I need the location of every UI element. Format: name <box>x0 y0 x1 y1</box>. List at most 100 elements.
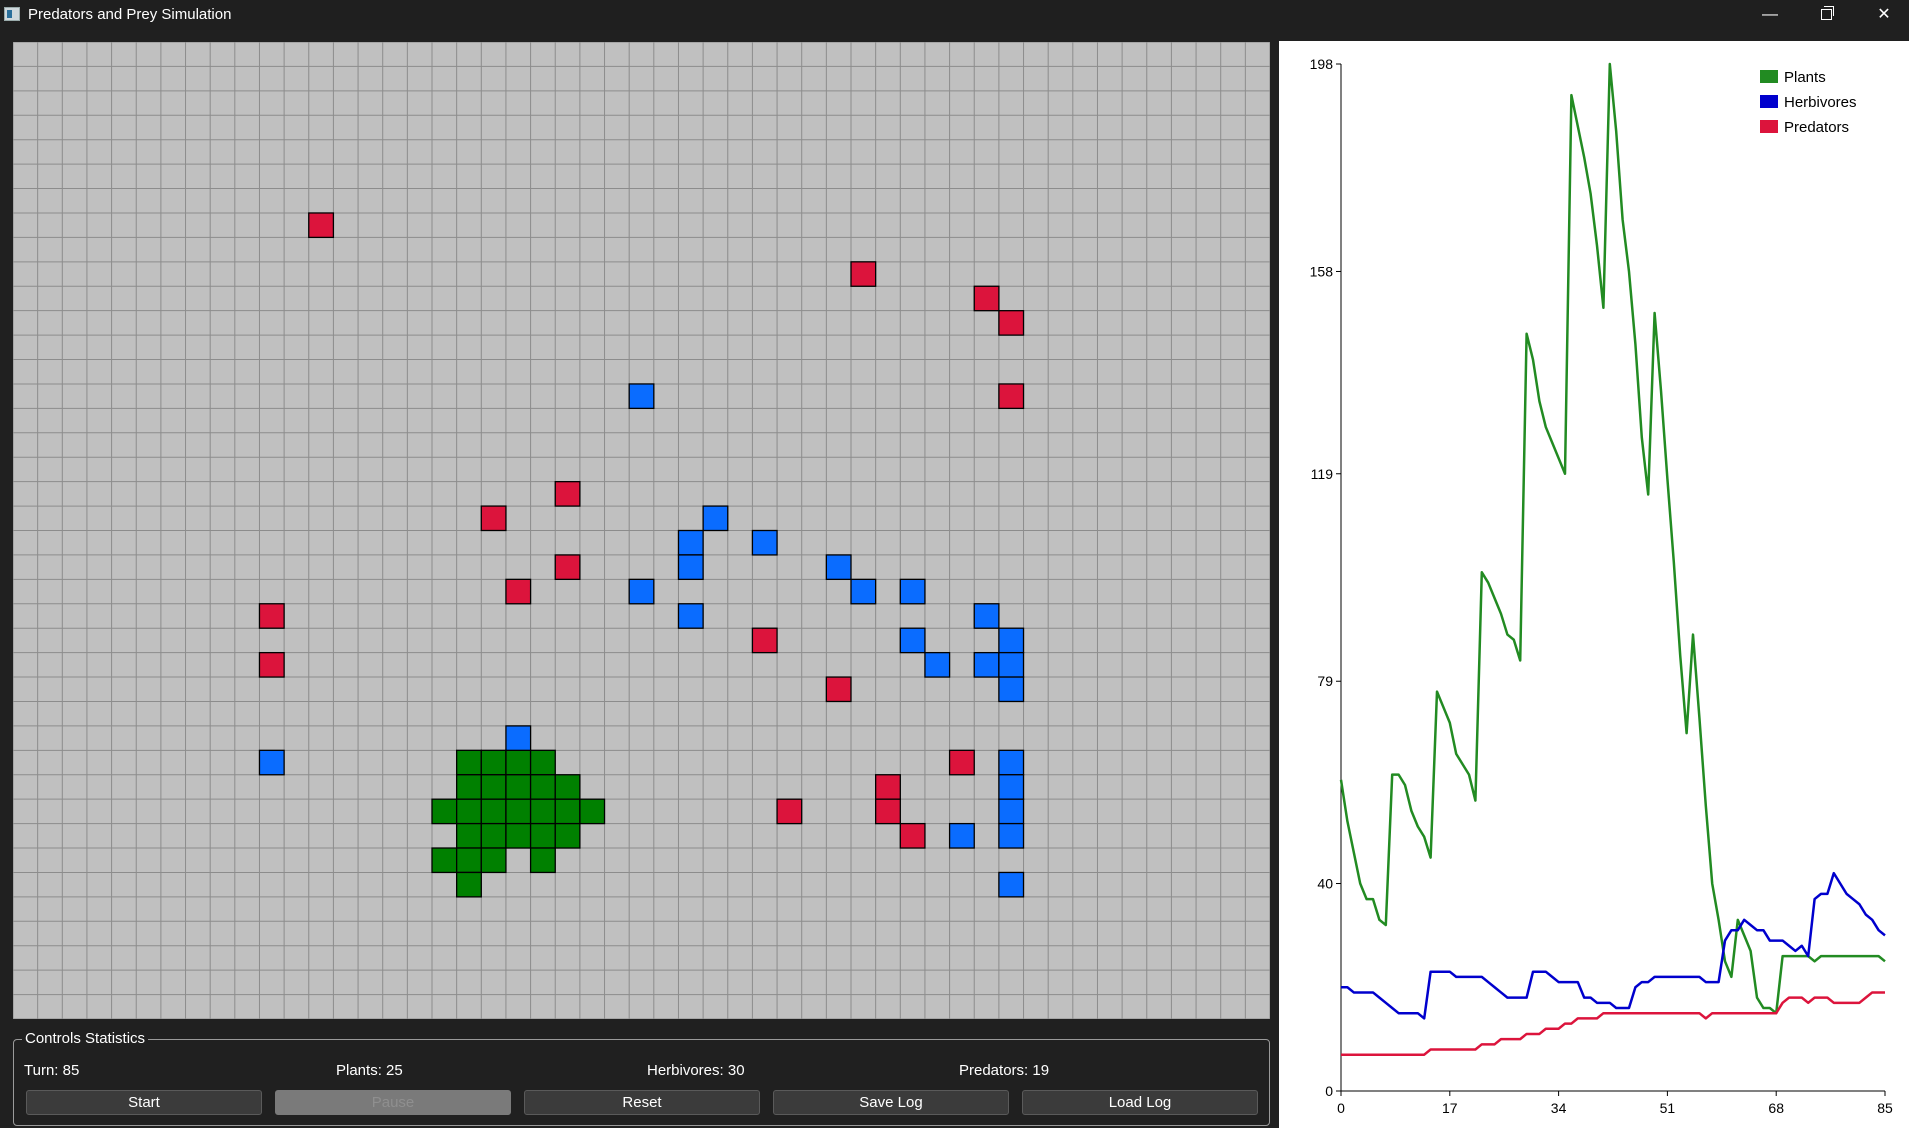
y-tick-label: 158 <box>1310 263 1334 279</box>
herbivore-cell <box>998 871 1025 898</box>
plant-cell <box>505 774 532 800</box>
title-bar: Predators and Prey Simulation — ✕ <box>0 0 1909 30</box>
predator-cell <box>850 261 877 287</box>
herbivores-stat: Herbivores: 30 <box>647 1062 745 1079</box>
series-line-herbivores <box>1341 871 1886 1020</box>
plant-cell <box>480 822 507 849</box>
plant-cell <box>480 847 507 874</box>
predator-cell <box>998 310 1025 336</box>
herbivore-cell <box>702 505 729 532</box>
reset-button[interactable]: Reset <box>524 1090 760 1115</box>
predator-cell <box>899 822 926 849</box>
herbivore-cell <box>628 578 655 605</box>
legend-label-herbivores: Herbivores <box>1784 94 1857 111</box>
predator-cell <box>554 554 581 581</box>
plant-cell <box>431 847 458 874</box>
herbivore-cell <box>998 749 1025 776</box>
predator-cell <box>505 578 532 605</box>
predator-cell <box>875 774 901 800</box>
grid-lines <box>13 42 1270 1019</box>
plant-cell <box>431 798 458 825</box>
series-line-plants <box>1339 62 1886 1015</box>
legend-label-plants: Plants <box>1784 69 1826 86</box>
turn-stat: Turn: 85 <box>24 1062 80 1079</box>
controls-group: Controls Statistics Turn: 85 Plants: 25 … <box>13 1030 1270 1126</box>
predator-cell <box>308 212 335 239</box>
y-tick-label: 198 <box>1310 56 1334 72</box>
predator-cell <box>973 285 1000 312</box>
start-button[interactable]: Start <box>26 1090 262 1115</box>
herbivore-cell <box>677 603 704 629</box>
plant-cell <box>529 798 556 825</box>
herbivore-cell <box>505 725 532 751</box>
herbivore-cell <box>899 627 926 654</box>
x-tick-label: 0 <box>1337 1100 1345 1116</box>
plant-cell <box>529 822 556 849</box>
legend-swatch-herbivores <box>1760 95 1778 108</box>
population-chart-canvas: 0 40 79 119 158 198 0 17 34 51 68 85 Plants Herbivore… <box>1310 56 1893 1116</box>
herbivore-cell <box>998 676 1025 703</box>
x-tick-label: 17 <box>1442 1100 1458 1116</box>
population-chart: 0 40 79 119 158 198 0 17 34 51 68 85 Plants Herbivore… <box>1279 41 1909 1128</box>
plant-cell <box>455 822 482 849</box>
herbivore-cell <box>677 554 704 581</box>
pause-button: Pause <box>275 1090 511 1115</box>
legend-label-predators: Predators <box>1784 119 1849 136</box>
herbivore-cell <box>924 651 951 678</box>
herbivore-cell <box>825 554 852 581</box>
plants-stat: Plants: 25 <box>336 1062 403 1079</box>
app-icon <box>4 7 20 21</box>
plant-cell <box>455 774 482 800</box>
plant-cell <box>480 798 507 825</box>
herbivore-cell <box>258 749 285 776</box>
x-tick-label: 51 <box>1660 1100 1676 1116</box>
x-tick-label: 68 <box>1768 1100 1784 1116</box>
plant-cell <box>554 774 581 800</box>
predator-cell <box>825 676 852 703</box>
herbivore-cell <box>998 798 1025 825</box>
herbivore-cell <box>973 651 1000 678</box>
y-tick-label: 40 <box>1317 876 1333 892</box>
herbivore-cell <box>998 627 1025 654</box>
y-tick-label: 119 <box>1311 466 1334 482</box>
plant-cell <box>579 798 606 825</box>
controls-group-label: Controls Statistics <box>22 1030 149 1047</box>
plant-cell <box>554 822 581 849</box>
close-button[interactable]: ✕ <box>1877 6 1891 23</box>
herbivore-cell <box>628 383 655 410</box>
plant-cell <box>480 774 507 800</box>
series-line-predators <box>1341 991 1885 1056</box>
minimize-button[interactable]: — <box>1762 6 1778 23</box>
chart-legend: Plants Herbivores Predators <box>1760 69 1857 136</box>
x-tick-label: 85 <box>1877 1100 1893 1116</box>
herbivore-cell <box>998 774 1025 800</box>
load-log-button[interactable]: Load Log <box>1022 1090 1258 1115</box>
window-title: Predators and Prey Simulation <box>28 6 232 23</box>
restore-button[interactable] <box>1799 0 1855 30</box>
plant-cell <box>529 774 556 800</box>
legend-swatch-predators <box>1760 120 1778 133</box>
predator-cell <box>258 651 285 678</box>
herbivore-cell <box>677 529 704 556</box>
save-log-button[interactable]: Save Log <box>773 1090 1009 1115</box>
plant-cell <box>455 749 482 776</box>
predator-cell <box>554 480 581 507</box>
x-tick-label: 34 <box>1551 1100 1567 1116</box>
plant-cell <box>505 749 532 776</box>
herbivore-cell <box>998 651 1025 678</box>
legend-swatch-plants <box>1760 70 1778 83</box>
y-tick-label: 79 <box>1317 673 1333 689</box>
predator-cell <box>258 603 285 629</box>
plant-cell <box>480 749 507 776</box>
predator-cell <box>948 749 975 776</box>
predator-cell <box>776 798 803 825</box>
simulation-grid[interactable] <box>13 42 1270 1019</box>
y-tick-label: 0 <box>1325 1083 1333 1099</box>
predator-cell <box>751 627 778 654</box>
herbivore-cell <box>751 529 778 556</box>
predator-cell <box>998 383 1025 410</box>
grid-canvas[interactable] <box>13 42 1270 1019</box>
herbivore-cell <box>850 578 877 605</box>
plant-cell <box>505 798 532 825</box>
plant-cell <box>455 798 482 825</box>
